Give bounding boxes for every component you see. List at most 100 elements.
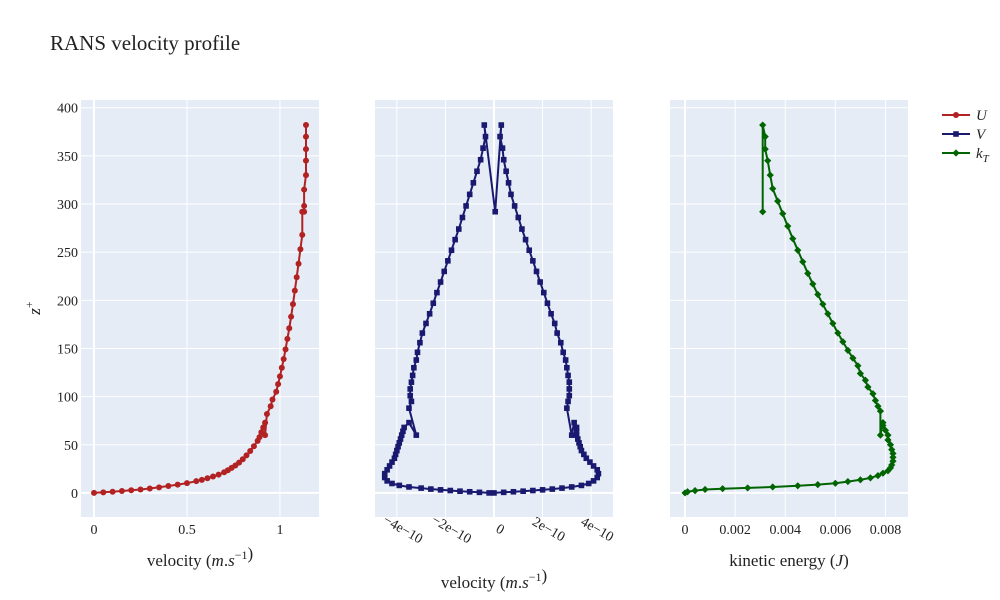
- data-point: [288, 313, 295, 320]
- data-point: [761, 132, 769, 141]
- data-point: [551, 320, 558, 327]
- data-point: [492, 208, 499, 215]
- data-point: [411, 364, 417, 371]
- data-point: [282, 346, 289, 353]
- data-point: [774, 197, 782, 205]
- data-point: [844, 477, 852, 486]
- data-point: [263, 410, 270, 417]
- data-point: [564, 405, 570, 411]
- data-point: [193, 478, 200, 485]
- data-point: [573, 424, 580, 431]
- data-point: [448, 247, 455, 254]
- data-point: [520, 488, 526, 494]
- legend-label: kT: [976, 146, 990, 165]
- data-point: [581, 451, 587, 458]
- data-point: [869, 390, 877, 398]
- data-point: [522, 236, 529, 243]
- data-point: [301, 208, 308, 215]
- data-point: [565, 398, 571, 405]
- data-point: [407, 386, 414, 392]
- data-point: [594, 467, 601, 473]
- legend-label: V: [976, 127, 987, 143]
- data-point: [879, 419, 887, 427]
- data-point: [510, 488, 517, 495]
- data-point: [866, 474, 875, 482]
- data-point: [565, 372, 571, 379]
- y-axis-label: z+: [22, 301, 44, 316]
- data-point: [301, 186, 308, 193]
- data-point: [562, 357, 569, 363]
- data-point: [91, 489, 98, 496]
- data-point: [849, 354, 857, 362]
- data-point: [413, 357, 420, 363]
- data-point: [398, 432, 405, 438]
- data-point: [566, 392, 573, 399]
- data-point: [856, 369, 864, 378]
- legend-item-kt[interactable]: kT: [942, 146, 990, 165]
- data-point: [568, 432, 575, 438]
- data-point: [423, 320, 429, 327]
- subplot-kt: 0 0.002 0.004 0.006 0.008 kinetic energy (J): [670, 100, 908, 570]
- data-point: [243, 452, 250, 459]
- data-point: [824, 310, 832, 318]
- data-point: [156, 484, 163, 491]
- data-point: [381, 474, 388, 481]
- data-point: [884, 436, 892, 444]
- legend-swatch-marker: [953, 131, 959, 137]
- x-axis-label: velocity (m.s−1): [441, 566, 547, 592]
- data-point: [491, 490, 497, 496]
- subplot-u: 0 50 100 150 200 250 300 350 400 z+ 0 0.5 1 velocity …: [22, 100, 319, 570]
- data-point: [794, 482, 802, 490]
- data-point: [585, 480, 592, 487]
- data-point: [876, 407, 885, 415]
- data-point: [470, 180, 477, 186]
- x-axis-label: kinetic energy (J): [729, 551, 849, 570]
- data-point: [302, 133, 309, 140]
- data-point: [447, 487, 454, 494]
- data-point: [505, 180, 512, 186]
- data-point: [886, 464, 895, 472]
- data-point: [500, 156, 507, 163]
- data-point: [511, 203, 518, 209]
- legend-swatch-marker: [953, 112, 959, 118]
- y-tick-label: 400: [57, 102, 78, 117]
- data-point: [430, 300, 437, 307]
- data-point: [137, 486, 144, 493]
- data-point: [394, 447, 400, 454]
- data-point: [239, 456, 246, 463]
- data-point: [526, 247, 533, 254]
- data-point: [864, 383, 872, 391]
- data-point: [498, 122, 505, 128]
- data-point: [548, 310, 554, 317]
- data-point: [204, 475, 211, 482]
- data-point: [879, 469, 887, 477]
- legend-item-v[interactable]: V: [942, 127, 987, 143]
- data-point: [409, 372, 416, 379]
- data-point: [839, 338, 847, 346]
- data-point: [408, 379, 415, 385]
- subplot-v: −4e−10 −2e−10 0 2e−10 4e−10 velocity (m.s−1): [375, 100, 616, 592]
- data-point: [701, 485, 709, 494]
- data-point: [463, 203, 469, 209]
- x-tick-label: −2e−10: [429, 513, 474, 547]
- data-point: [814, 290, 822, 299]
- data-point: [174, 481, 181, 488]
- data-point: [302, 172, 309, 179]
- data-point: [540, 289, 547, 296]
- chart-title: RANS velocity profile: [50, 31, 240, 55]
- data-point: [844, 346, 852, 354]
- legend-item-u[interactable]: U: [942, 108, 988, 124]
- data-point: [681, 489, 689, 497]
- x-tick-label: 0.002: [719, 523, 751, 538]
- data-point: [459, 214, 466, 221]
- data-point: [413, 432, 420, 438]
- data-point: [530, 258, 536, 264]
- data-point: [814, 481, 822, 489]
- y-tick-label: 250: [57, 246, 78, 261]
- data-point: [414, 349, 421, 356]
- data-point: [566, 386, 573, 392]
- data-point: [434, 289, 440, 296]
- data-point: [486, 490, 492, 496]
- x-tick-label: 0.008: [870, 523, 902, 538]
